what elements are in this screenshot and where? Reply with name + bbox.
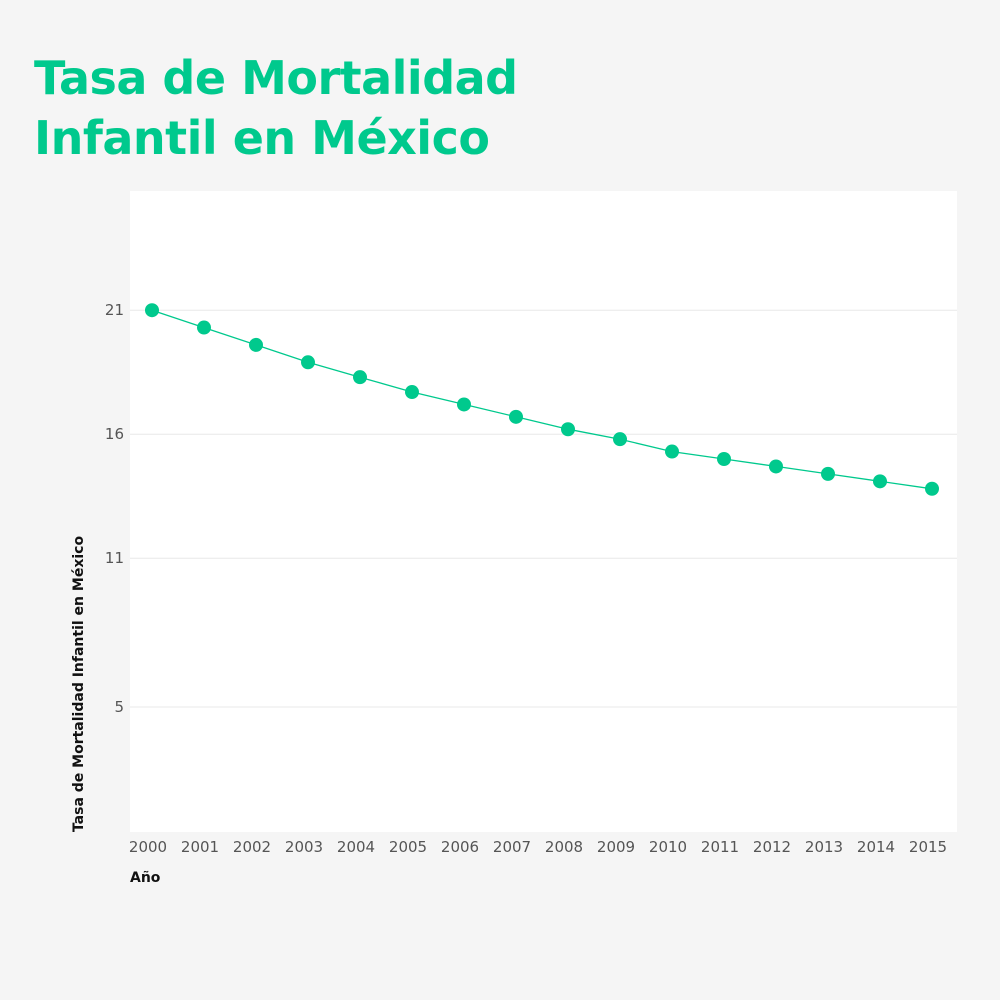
chart-title: Tasa de Mortalidad Infantil en México bbox=[34, 51, 518, 165]
series-line bbox=[151, 309, 933, 490]
x-tick-label: 2011 bbox=[701, 838, 739, 856]
data-point bbox=[561, 422, 575, 437]
y-tick-labels: 5 11 16 21 bbox=[105, 301, 124, 716]
grid-lines bbox=[130, 309, 957, 708]
x-tick-label: 2003 bbox=[285, 838, 323, 856]
data-point bbox=[769, 459, 783, 474]
x-tick-label: 2008 bbox=[545, 838, 583, 856]
data-point bbox=[301, 355, 315, 370]
x-tick-label: 2007 bbox=[493, 838, 531, 856]
data-point bbox=[665, 444, 679, 459]
plot-area bbox=[130, 191, 957, 832]
x-tick-label: 2000 bbox=[129, 838, 167, 856]
x-tick-label: 2002 bbox=[233, 838, 271, 856]
data-point bbox=[613, 432, 627, 447]
x-tick-labels: 2000 2001 2002 2003 2004 2005 2006 2007 2008 2009… bbox=[129, 838, 947, 856]
data-point bbox=[925, 481, 939, 496]
data-point bbox=[821, 466, 835, 481]
x-tick-label: 2015 bbox=[909, 838, 947, 856]
y-tick-label: 5 bbox=[114, 698, 124, 716]
data-point bbox=[197, 320, 211, 335]
data-point bbox=[457, 397, 471, 412]
y-tick-label: 11 bbox=[105, 549, 124, 567]
x-tick-label: 2009 bbox=[597, 838, 635, 856]
data-points bbox=[145, 303, 939, 496]
x-tick-label: 2006 bbox=[441, 838, 479, 856]
y-tick-label: 21 bbox=[105, 301, 124, 319]
y-axis-label: Tasa de Mortalidad Infantil en México bbox=[71, 536, 87, 833]
x-axis-label: Año bbox=[130, 870, 161, 886]
x-tick-label: 2005 bbox=[389, 838, 427, 856]
x-tick-label: 2013 bbox=[805, 838, 843, 856]
y-tick-label: 16 bbox=[105, 425, 124, 443]
data-point bbox=[353, 370, 367, 385]
data-point bbox=[509, 409, 523, 424]
x-tick-label: 2014 bbox=[857, 838, 895, 856]
x-tick-label: 2012 bbox=[753, 838, 791, 856]
data-point bbox=[717, 452, 731, 466]
data-point bbox=[405, 385, 419, 400]
data-point bbox=[249, 337, 263, 352]
x-tick-label: 2001 bbox=[181, 838, 219, 856]
data-point bbox=[145, 303, 159, 318]
x-tick-label: 2004 bbox=[337, 838, 375, 856]
data-point bbox=[873, 474, 887, 489]
x-tick-label: 2010 bbox=[649, 838, 687, 856]
